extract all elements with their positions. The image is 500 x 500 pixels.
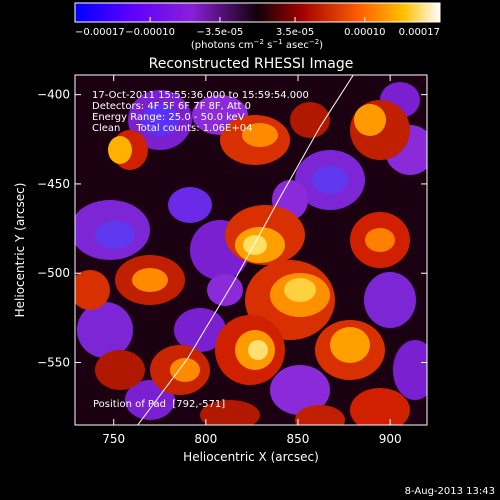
x-tick-label: 750 — [102, 432, 125, 446]
heatmap-blob — [242, 123, 278, 147]
y-axis-label: Heliocentric Y (arcsec) — [13, 183, 27, 318]
heatmap-blob — [142, 104, 178, 136]
colorbar-unit-label: (photons cm−2 s−1 asec−2) — [191, 38, 323, 51]
colorbar-ticks: −0.00017 −0.00010 −3.5e-05 3.5e-05 0.00010 0.… — [74, 17, 441, 38]
heatmap-blob — [295, 405, 345, 425]
annotation-energy: Energy Range: 25.0 - 50.0 keV — [92, 112, 245, 123]
heatmap-area — [75, 75, 427, 425]
annotation-detectors: Detectors: 4F 5F 6F 7F 8F, Att 0 — [92, 101, 251, 112]
heatmap-blob — [365, 228, 395, 252]
heatmap-blob — [364, 272, 416, 328]
heatmap-blob — [108, 136, 132, 164]
y-tick-label: −500 — [37, 266, 70, 280]
x-tick-label: 850 — [287, 432, 310, 446]
annotation-counts: Clean Total counts: 1.06E+04 — [92, 123, 252, 134]
heatmap-blob — [77, 302, 133, 358]
heatmap-blob — [393, 340, 427, 400]
heatmap-blob — [95, 350, 145, 390]
heatmap-blob — [350, 388, 410, 425]
x-axis-label: Heliocentric X (arcsec) — [183, 450, 319, 464]
heatmap-blob — [95, 221, 135, 249]
heatmap-blob — [243, 235, 267, 255]
y-tick-label: −400 — [37, 88, 70, 102]
colorbar-tick-label: −3.5e-05 — [197, 27, 244, 38]
solar-limb-curve — [137, 75, 354, 425]
heatmap-blob — [284, 278, 316, 302]
footer-date: 8-Aug-2013 13:43 — [405, 486, 495, 497]
colorbar — [74, 2, 441, 23]
colorbar-tick-label: 0.00017 — [399, 27, 440, 38]
plot-frame — [74, 74, 428, 426]
heatmap-blob — [330, 327, 370, 363]
colorbar-tick-label: −0.00017 — [75, 27, 125, 38]
x-tick-label: 900 — [379, 432, 402, 446]
heatmap-blob — [290, 102, 330, 138]
y-tick-label: −450 — [37, 177, 70, 191]
heatmap-blobs — [75, 82, 427, 425]
y-axis-ticks: −400 −450 −500 −550 — [37, 88, 427, 370]
heatmap-blob — [75, 270, 110, 310]
y-tick-label: −550 — [37, 356, 70, 370]
x-axis-ticks: 750 800 850 900 — [102, 75, 402, 446]
heatmap-blob — [200, 400, 260, 425]
heatmap-blob — [354, 104, 386, 136]
heatmap-blob — [168, 187, 212, 223]
heatmap-blob — [207, 274, 243, 306]
heatmap-blob — [174, 308, 226, 352]
colorbar-tick-label: 0.00010 — [344, 27, 385, 38]
annotation-time: 17-Oct-2011 15:55:36.000 to 15:59:54.000 — [92, 90, 309, 101]
colorbar-tick-label: −0.00010 — [125, 27, 175, 38]
chart-title: Reconstructed RHESSI Image — [149, 56, 354, 72]
heatmap-blob — [270, 365, 330, 415]
position-label: Position of Pad [792,-571] — [93, 399, 225, 410]
heatmap-blob — [132, 268, 168, 292]
heatmap-blob — [248, 340, 268, 360]
heatmap-blob — [312, 166, 348, 194]
x-tick-label: 800 — [194, 432, 217, 446]
colorbar-tick-label: 3.5e-05 — [276, 27, 314, 38]
heatmap-blob — [170, 358, 200, 382]
